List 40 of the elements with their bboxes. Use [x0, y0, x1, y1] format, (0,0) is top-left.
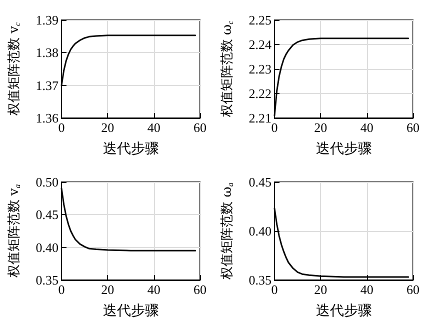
x-axis-title: 迭代步骤 — [102, 141, 159, 157]
x-tick-label: 40 — [360, 120, 374, 135]
y-tick-label: 1.39 — [36, 12, 58, 28]
x-tick-label: 20 — [101, 282, 114, 297]
y-axis-title: 权值矩阵范数 va — [7, 184, 22, 279]
y-tick-label: 1.37 — [36, 78, 59, 93]
x-tick-label: 0 — [271, 282, 278, 297]
y-tick-label: 0.35 — [36, 272, 58, 288]
y-axis-title: 权值矩阵范数 ωc — [220, 20, 235, 118]
y-tick-label: 1.36 — [36, 110, 59, 126]
y-tick-label: 1.38 — [36, 45, 58, 60]
x-axis-title: 迭代步骤 — [102, 303, 159, 319]
x-tick-label: 60 — [406, 282, 420, 297]
x-tick-label: 60 — [406, 120, 420, 135]
x-tick-label: 40 — [147, 120, 160, 135]
x-tick-label: 40 — [147, 282, 160, 297]
y-tick-label: 2.21 — [248, 110, 272, 126]
y-tick-label: 0.45 — [248, 174, 272, 190]
x-tick-label: 20 — [314, 120, 328, 135]
x-tick-label: 20 — [101, 120, 114, 135]
y-tick-label: 0.40 — [36, 240, 58, 255]
y-tick-label: 2.22 — [248, 86, 272, 101]
y-axis-title: 权值矩阵范数 vc — [7, 22, 22, 117]
y-tick-label: 2.25 — [248, 12, 272, 28]
y-tick-label: 0.35 — [248, 272, 272, 288]
x-axis-title: 迭代步骤 — [316, 303, 372, 319]
y-axis-title: 权值矩阵范数 ωa — [220, 182, 235, 280]
y-tick-label: 2.24 — [248, 37, 272, 52]
x-tick-label: 40 — [360, 282, 374, 297]
y-tick-label: 2.23 — [248, 62, 272, 76]
x-tick-label: 60 — [194, 282, 206, 297]
y-tick-label: 0.45 — [36, 207, 58, 222]
x-tick-label: 0 — [58, 120, 65, 135]
x-tick-label: 20 — [314, 282, 328, 297]
y-tick-label: 0.50 — [36, 174, 58, 190]
x-axis-title: 迭代步骤 — [316, 141, 372, 157]
x-tick-label: 60 — [194, 120, 206, 135]
y-tick-label: 0.40 — [248, 224, 272, 238]
x-tick-label: 0 — [58, 282, 65, 297]
x-tick-label: 0 — [271, 120, 278, 135]
